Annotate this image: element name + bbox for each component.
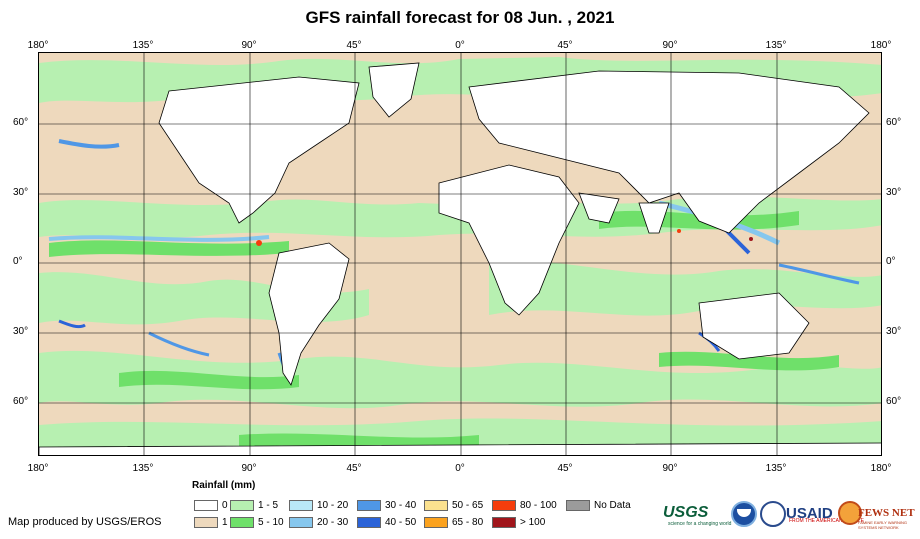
lon-tick-top: 135° — [133, 41, 154, 51]
legend-swatch — [357, 500, 381, 511]
legend-label: 30 - 40 — [385, 500, 416, 511]
legend-swatch — [424, 500, 448, 511]
legend-label: > 100 — [520, 517, 545, 528]
lat-tick-right: 60° — [886, 118, 901, 128]
lat-tick-left: 30° — [13, 327, 28, 337]
lon-tick-bottom: 180° — [871, 464, 892, 474]
usaid-seal-icon[interactable] — [760, 501, 786, 527]
legend-title: Rainfall (mm) — [192, 480, 255, 491]
legend-label: 80 - 100 — [520, 500, 557, 511]
lon-tick-bottom: 135° — [766, 464, 787, 474]
lon-tick-top: 45° — [346, 41, 361, 51]
legend-item: 20 - 30 — [289, 516, 348, 528]
lat-tick-left: 60° — [13, 118, 28, 128]
legend-label: 10 - 20 — [317, 500, 348, 511]
lat-tick-right: 30° — [886, 188, 901, 198]
legend-item: > 100 — [492, 516, 545, 528]
legend-item: 10 - 20 — [289, 499, 348, 511]
rainfall-map-canvas — [39, 53, 882, 456]
lon-tick-top: 90° — [241, 41, 256, 51]
legend-swatch — [194, 500, 218, 511]
lat-tick-left: 30° — [13, 188, 28, 198]
legend-item: 50 - 65 — [424, 499, 483, 511]
lat-tick-right: 0° — [886, 257, 896, 267]
lon-tick-bottom: 45° — [557, 464, 572, 474]
legend-label: 50 - 65 — [452, 500, 483, 511]
legend-swatch — [289, 500, 313, 511]
lon-tick-top: 135° — [766, 41, 787, 51]
legend-item: 40 - 50 — [357, 516, 416, 528]
legend-item: 80 - 100 — [492, 499, 557, 511]
legend-item: 65 - 80 — [424, 516, 483, 528]
legend-label: 20 - 30 — [317, 517, 348, 528]
legend-label: 65 - 80 — [452, 517, 483, 528]
legend-swatch — [566, 500, 590, 511]
legend-item: 1 — [194, 516, 228, 528]
lon-tick-bottom: 90° — [662, 464, 677, 474]
legend-swatch — [230, 517, 254, 528]
fews-net-tagline: FAMINE EARLY WARNING SYSTEMS NETWORK — [858, 520, 920, 530]
legend-label: 5 - 10 — [258, 517, 284, 528]
legend-item: 30 - 40 — [357, 499, 416, 511]
lon-tick-top: 180° — [871, 41, 892, 51]
lon-tick-bottom: 0° — [455, 464, 465, 474]
rainfall-map[interactable] — [38, 52, 882, 456]
legend-label: 40 - 50 — [385, 517, 416, 528]
lat-tick-right: 30° — [886, 327, 901, 337]
lon-tick-bottom: 90° — [241, 464, 256, 474]
legend-label: 0 — [222, 500, 228, 511]
legend-swatch — [230, 500, 254, 511]
legend-swatch — [194, 517, 218, 528]
legend-swatch — [357, 517, 381, 528]
legend-item: 5 - 10 — [230, 516, 284, 528]
legend-swatch — [492, 517, 516, 528]
legend-label: 1 - 5 — [258, 500, 278, 511]
legend-item: 1 - 5 — [230, 499, 278, 511]
legend-label: No Data — [594, 500, 631, 511]
lon-tick-bottom: 45° — [346, 464, 361, 474]
legend-item: No Data — [566, 499, 631, 511]
map-title: GFS rainfall forecast for 08 Jun. , 2021 — [0, 8, 920, 28]
usgs-tagline: science for a changing world — [668, 521, 731, 527]
lat-tick-right: 60° — [886, 397, 901, 407]
lon-tick-top: 0° — [455, 41, 465, 51]
lat-tick-left: 60° — [13, 397, 28, 407]
lon-tick-top: 90° — [662, 41, 677, 51]
lon-tick-top: 45° — [557, 41, 572, 51]
lon-tick-bottom: 180° — [28, 464, 49, 474]
legend-swatch — [492, 500, 516, 511]
lat-tick-left: 0° — [13, 257, 23, 267]
lon-tick-bottom: 135° — [133, 464, 154, 474]
map-credit: Map produced by USGS/EROS — [8, 516, 161, 528]
lon-tick-top: 180° — [28, 41, 49, 51]
legend-swatch — [289, 517, 313, 528]
legend-label: 1 — [222, 517, 228, 528]
legend-swatch — [424, 517, 448, 528]
legend-item: 0 — [194, 499, 228, 511]
